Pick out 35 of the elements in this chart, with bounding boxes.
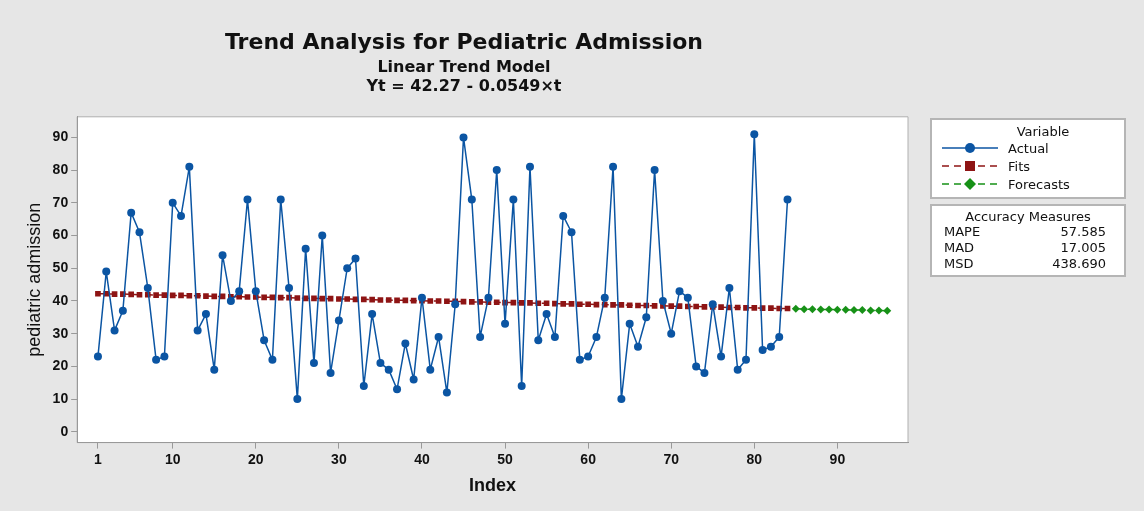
- x-tick-label: 40: [414, 450, 430, 467]
- y-tick-label: 30: [52, 324, 69, 341]
- y-tick-label: 70: [52, 193, 69, 210]
- x-tick-label: 10: [164, 450, 181, 467]
- text: MAPE: [944, 224, 981, 240]
- x-tick-label: 80: [746, 450, 763, 467]
- y-tick-label: 50: [52, 259, 69, 276]
- y-tick-label: 90: [52, 128, 69, 145]
- x-axis-title: Index: [469, 475, 517, 496]
- y-tick-label: 80: [52, 160, 69, 177]
- chart-subtitle: Linear Trend Model Yt = 42.27 - 0.0549×t: [365, 57, 562, 96]
- legend-label: Forecasts: [1008, 176, 1070, 192]
- y-tick-label: 60: [52, 226, 69, 243]
- chart-title: Trend Analysis for Pediatric Admission: [225, 28, 703, 54]
- x-tick-label: 50: [497, 450, 514, 467]
- x-tick-label: 1: [94, 450, 103, 467]
- legend-label: Fits: [1008, 158, 1031, 174]
- legend-label: Actual: [1008, 140, 1049, 156]
- y-tick-label: 40: [52, 291, 69, 308]
- text: 57.585: [1060, 224, 1106, 240]
- y-axis-title: pediatric admission: [23, 202, 44, 357]
- x-tick-label: 70: [663, 450, 680, 467]
- y-tick-label: 20: [52, 357, 69, 374]
- text: MAD: [944, 240, 975, 256]
- text: Accuracy Measures: [964, 209, 1092, 224]
- y-tick-label: 0: [60, 422, 69, 439]
- text: 17.005: [1060, 240, 1106, 256]
- y-tick-label: 10: [52, 389, 69, 406]
- x-tick-label: 20: [248, 450, 264, 467]
- text: 438.690: [1052, 256, 1106, 272]
- legend-title: Variable: [1015, 124, 1071, 139]
- text: MSD: [944, 256, 974, 272]
- x-tick-label: 30: [331, 450, 347, 467]
- x-tick-label: 60: [580, 450, 597, 467]
- x-tick-label: 90: [829, 450, 846, 467]
